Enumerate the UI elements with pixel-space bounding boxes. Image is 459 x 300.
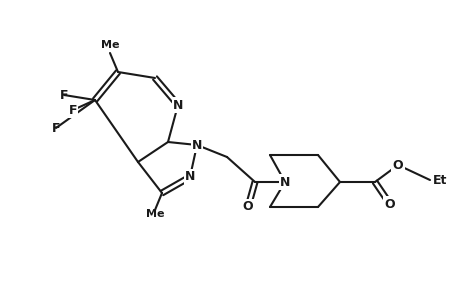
Text: Me: Me (146, 209, 164, 219)
Text: F: F (60, 88, 68, 101)
Text: O: O (384, 197, 394, 211)
Text: N: N (279, 176, 290, 188)
Text: Me: Me (101, 40, 119, 50)
Text: N: N (173, 98, 183, 112)
Text: F: F (68, 103, 77, 116)
Text: O: O (392, 158, 403, 172)
Text: N: N (191, 139, 202, 152)
Text: O: O (242, 200, 253, 214)
Text: F: F (51, 122, 60, 134)
Text: Et: Et (432, 173, 446, 187)
Text: N: N (185, 170, 195, 184)
